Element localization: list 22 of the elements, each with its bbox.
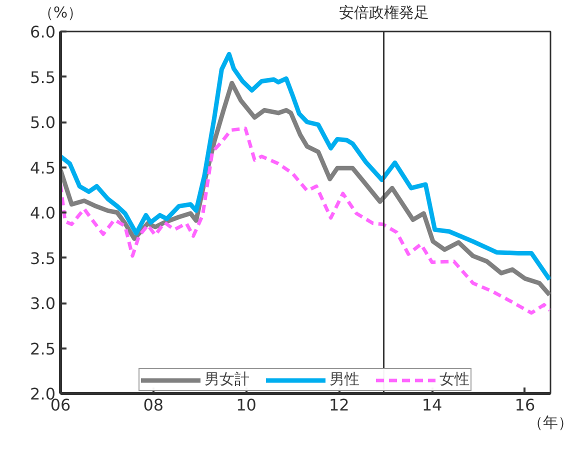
line-series	[60, 80, 550, 298]
legend-label: 男性	[330, 370, 360, 389]
x-tick-label: 16	[514, 396, 536, 414]
x-tick-label: 12	[328, 396, 350, 414]
legend-label: 女性	[440, 370, 470, 389]
y-tick-label: 4.0	[30, 204, 56, 222]
x-tick-label: 14	[422, 396, 442, 414]
y-tick-label: 4.5	[30, 158, 56, 178]
y-tick-label: 6.0	[30, 22, 56, 42]
y-tick-label: 2.5	[30, 339, 56, 358]
line-series	[60, 52, 550, 282]
y-tick-label: 5.5	[30, 68, 56, 87]
x-axis-title: （年）	[528, 414, 573, 432]
y-tick-label: 3.0	[30, 294, 56, 313]
x-tick-label: 08	[143, 396, 164, 414]
legend-label: 男女計	[204, 370, 250, 389]
y-axis-title: （%）	[38, 4, 83, 22]
x-tick-label: 10	[236, 396, 256, 414]
line-series	[60, 126, 550, 315]
y-tick-label: 5.0	[30, 113, 56, 132]
ref-line-label: 安倍政権発足	[338, 4, 429, 22]
y-tick-label: 3.5	[30, 248, 56, 268]
